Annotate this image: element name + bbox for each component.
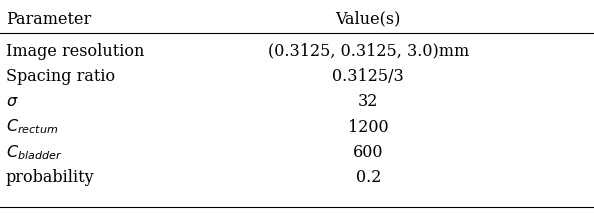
Text: probability: probability [6,169,94,186]
Text: $C_{rectum}$: $C_{rectum}$ [6,118,58,137]
Text: 600: 600 [353,144,384,161]
Text: Parameter: Parameter [6,11,91,28]
Text: Image resolution: Image resolution [6,43,144,60]
Text: (0.3125, 0.3125, 3.0)mm: (0.3125, 0.3125, 3.0)mm [268,43,469,60]
Text: 32: 32 [358,93,378,110]
Text: $C_{bladder}$: $C_{bladder}$ [6,143,62,162]
Text: $\sigma$: $\sigma$ [6,93,18,110]
Text: 1200: 1200 [348,119,388,136]
Text: 0.3125/3: 0.3125/3 [333,68,404,85]
Text: Spacing ratio: Spacing ratio [6,68,115,85]
Text: 0.2: 0.2 [356,169,381,186]
Text: Value(s): Value(s) [336,11,401,28]
